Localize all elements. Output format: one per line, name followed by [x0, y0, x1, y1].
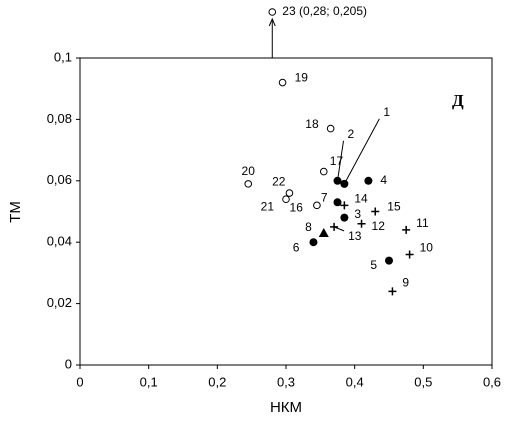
x-tick-label: 0,4 [346, 374, 364, 389]
point-label: 1 [383, 105, 390, 119]
point-label: 19 [295, 71, 309, 85]
leader-line [337, 140, 344, 181]
point [333, 198, 342, 207]
point [319, 167, 328, 176]
x-tick-label: 0,2 [208, 374, 226, 389]
point-label: 18 [305, 117, 319, 131]
point [313, 201, 321, 210]
point [340, 213, 349, 222]
point-label: 12 [372, 219, 386, 233]
point [371, 207, 380, 216]
point [244, 180, 253, 188]
point [278, 78, 287, 87]
point-label: 8 [305, 220, 312, 234]
point-label: 5 [370, 258, 377, 272]
x-tick-label: 0,6 [483, 374, 501, 389]
point-label: 11 [416, 216, 429, 230]
point [282, 195, 290, 204]
point-label: 17 [330, 154, 344, 168]
point [357, 219, 366, 228]
point-label: 16 [290, 201, 304, 215]
point-label: 7 [321, 190, 328, 204]
x-tick-label: 0,1 [140, 374, 158, 389]
point [340, 201, 349, 210]
point-label: 10 [420, 241, 434, 255]
leader-line [343, 118, 380, 185]
point-label: 4 [380, 173, 387, 187]
arrow-head [268, 17, 276, 27]
plot-frame [79, 57, 493, 366]
x-tick-label: 0 [76, 374, 83, 389]
panel-letter: Д [452, 91, 464, 110]
y-tick-label: 0,04 [47, 234, 72, 249]
point-label: 2 [348, 127, 355, 141]
point-label: 22 [272, 174, 286, 188]
y-tick-label: 0,1 [54, 49, 72, 64]
leader-line [333, 226, 345, 232]
x-axis-label: НКМ [270, 399, 302, 416]
point-label: 15 [387, 200, 401, 214]
point-label: 23 (0,28; 0,205) [282, 4, 367, 18]
point [318, 227, 329, 237]
y-tick-label: 0,06 [47, 172, 72, 187]
point-label: 14 [354, 192, 368, 206]
point [388, 287, 397, 296]
point [405, 250, 414, 259]
point-label: 6 [293, 240, 300, 254]
x-tick-label: 0,5 [414, 374, 432, 389]
y-tick-label: 0,02 [47, 295, 72, 310]
point [385, 256, 393, 265]
y-tick-label: 0 [65, 356, 72, 371]
point [268, 8, 277, 16]
point [402, 225, 411, 234]
point [285, 189, 294, 197]
point [364, 176, 373, 185]
point [309, 238, 318, 247]
point-label: 20 [242, 164, 256, 178]
x-tick-label: 0,3 [277, 374, 295, 389]
point-label: 21 [261, 199, 275, 213]
point-label: 13 [348, 229, 362, 243]
y-tick-label: 0,08 [47, 111, 72, 126]
y-axis-label: ТМ [7, 201, 24, 223]
point [326, 124, 335, 133]
point-label: 9 [402, 275, 409, 289]
point-label: 3 [354, 207, 361, 221]
